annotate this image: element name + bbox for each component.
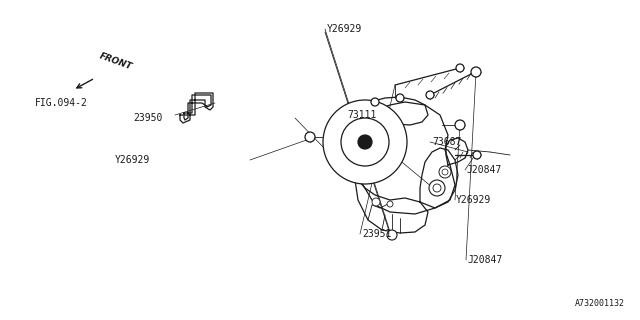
Circle shape xyxy=(442,169,448,175)
Circle shape xyxy=(372,198,380,206)
Text: 73111: 73111 xyxy=(347,110,376,120)
Circle shape xyxy=(323,100,407,184)
Text: Y26929: Y26929 xyxy=(456,195,492,205)
Text: FRONT: FRONT xyxy=(98,52,133,72)
Circle shape xyxy=(341,118,389,166)
Circle shape xyxy=(387,230,397,240)
Circle shape xyxy=(396,94,404,102)
Circle shape xyxy=(455,120,465,130)
Text: Y26929: Y26929 xyxy=(327,24,362,34)
Text: 23950: 23950 xyxy=(133,113,163,123)
Circle shape xyxy=(305,132,315,142)
Text: 23951: 23951 xyxy=(362,229,392,239)
Circle shape xyxy=(456,64,464,72)
Text: 73687: 73687 xyxy=(432,137,461,147)
Circle shape xyxy=(433,184,441,192)
Circle shape xyxy=(387,201,393,207)
Circle shape xyxy=(358,135,372,149)
Text: A732001132: A732001132 xyxy=(575,299,625,308)
Circle shape xyxy=(471,67,481,77)
Circle shape xyxy=(426,91,434,99)
Circle shape xyxy=(429,180,445,196)
Text: J20847: J20847 xyxy=(466,165,501,175)
Text: FIG.094-2: FIG.094-2 xyxy=(35,98,88,108)
Text: Y26929: Y26929 xyxy=(115,155,150,165)
Circle shape xyxy=(371,98,379,106)
Circle shape xyxy=(439,166,451,178)
Circle shape xyxy=(473,151,481,159)
Text: J20847: J20847 xyxy=(467,255,502,265)
